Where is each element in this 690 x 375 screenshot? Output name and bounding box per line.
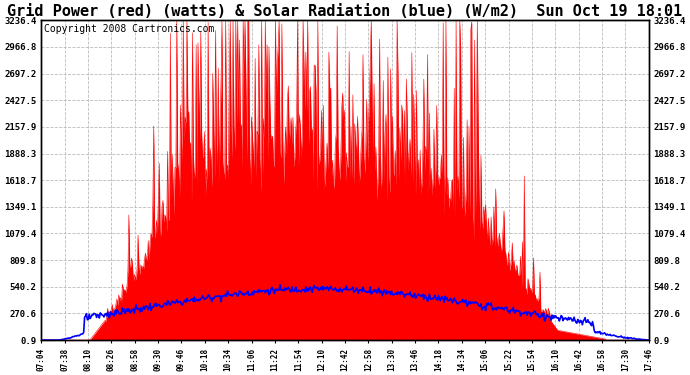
Title: Grid Power (red) (watts) & Solar Radiation (blue) (W/m2)  Sun Oct 19 18:01: Grid Power (red) (watts) & Solar Radiati… [8, 4, 682, 19]
Text: Copyright 2008 Cartronics.com: Copyright 2008 Cartronics.com [44, 24, 215, 33]
